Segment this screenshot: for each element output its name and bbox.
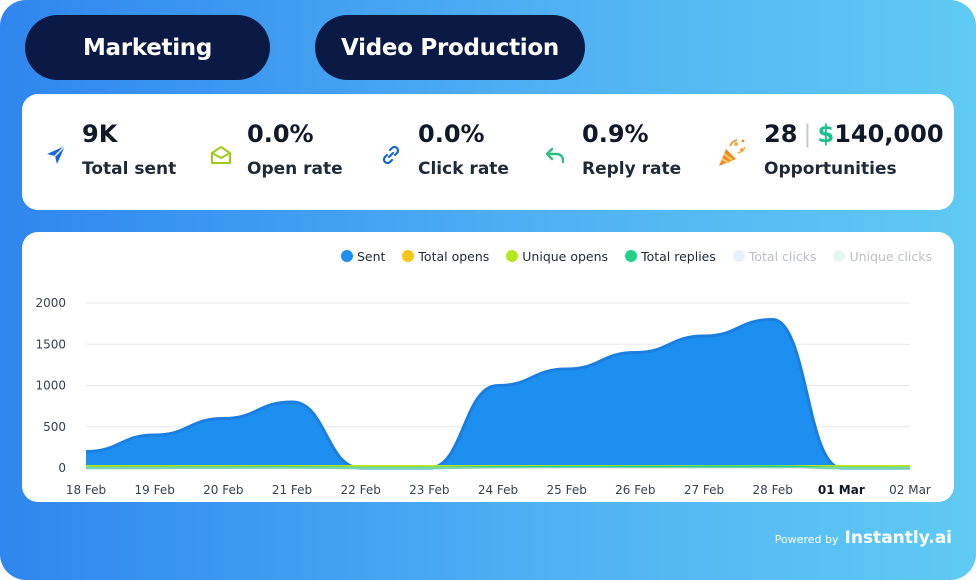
brand-logo: Instantly.ai <box>844 528 952 548</box>
reply-icon <box>543 143 567 167</box>
chart-card: Sent Total opens Unique opens Total repl… <box>22 232 954 502</box>
legend-item-unique-clicks[interactable]: Unique clicks <box>833 249 932 264</box>
powered-by-text: Powered by <box>774 533 839 546</box>
opportunities-count: 28 <box>764 120 798 148</box>
series-sent-area <box>86 319 910 468</box>
legend-label: Unique clicks <box>849 248 932 264</box>
legend-dot <box>833 250 846 262</box>
x-tick-label: 26 Feb <box>615 483 655 497</box>
x-tick-label: 25 Feb <box>546 483 586 497</box>
x-tick-label: 23 Feb <box>409 483 449 497</box>
party-popper-icon <box>716 137 748 169</box>
total-sent-label: Total sent <box>82 159 177 179</box>
x-tick-label: 24 Feb <box>478 483 518 497</box>
x-tick-label: 21 Feb <box>272 483 312 497</box>
legend-item-total-replies[interactable]: Total replies <box>625 249 716 264</box>
y-tick-label: 500 <box>43 420 66 434</box>
x-tick-label: 22 Feb <box>340 483 380 497</box>
tab-marketing[interactable]: Marketing <box>25 15 270 80</box>
x-tick-label: 19 Feb <box>134 483 174 497</box>
legend-label: Unique opens <box>522 248 609 264</box>
x-tick-label: 18 Feb <box>66 483 106 497</box>
legend-dot <box>340 250 353 262</box>
y-tick-label: 2000 <box>35 296 66 310</box>
x-tick-label: 20 Feb <box>203 483 243 497</box>
legend-dot <box>732 250 745 262</box>
y-tick-label: 0 <box>58 461 66 475</box>
opportunities-separator: | <box>803 120 812 148</box>
reply-rate-value: 0.9% <box>582 120 649 148</box>
x-tick-label: 01 Mar <box>818 483 865 497</box>
stats-card: 9K Total sent 0.0% Open rate 0.0% Click … <box>22 94 954 210</box>
series-sent-line <box>85 317 910 470</box>
opportunities-label: Opportunities <box>764 159 897 179</box>
legend-label: Sent <box>356 248 386 264</box>
reply-rate-label: Reply rate <box>582 159 682 179</box>
opportunities-value: 28 | $140,000 <box>764 120 944 148</box>
x-tick-label: 28 Feb <box>752 483 792 497</box>
y-tick-label: 1500 <box>35 337 66 351</box>
link-icon <box>379 143 403 167</box>
open-rate-label: Open rate <box>247 159 343 179</box>
legend-label: Total opens <box>418 248 490 264</box>
legend-label: Total clicks <box>748 248 817 264</box>
legend-item-sent[interactable]: Sent <box>340 248 386 264</box>
powered-by: Powered by Instantly.ai <box>775 528 952 548</box>
envelope-open-icon <box>209 143 233 167</box>
legend-dot <box>625 250 638 262</box>
area-chart: 0 500 1000 1500 2000 18 Feb 19 Feb 20 Feb 21 Feb… <box>35 296 931 497</box>
click-rate-label: Click rate <box>418 159 509 179</box>
tab-video-production[interactable]: Video Production <box>315 15 585 80</box>
legend-item-unique-opens[interactable]: Unique opens <box>506 249 608 264</box>
x-tick-label: 27 Feb <box>684 483 724 497</box>
x-tick-label: 02 Mar <box>889 483 931 497</box>
click-rate-value: 0.0% <box>418 120 485 148</box>
opportunities-amount: 140,000 <box>834 120 944 148</box>
send-icon <box>44 143 68 167</box>
legend-label: Total replies <box>641 248 716 264</box>
legend-dot <box>506 250 519 262</box>
legend-item-total-clicks[interactable]: Total clicks <box>732 248 817 264</box>
total-sent-value: 9K <box>82 120 118 148</box>
open-rate-value: 0.0% <box>247 120 314 148</box>
chart-legend: Sent Total opens Unique opens Total repl… <box>340 247 932 265</box>
legend-dot <box>402 250 415 262</box>
y-tick-label: 1000 <box>35 379 66 393</box>
opportunities-currency: $ <box>817 120 835 148</box>
legend-item-total-opens[interactable]: Total opens <box>402 249 489 264</box>
